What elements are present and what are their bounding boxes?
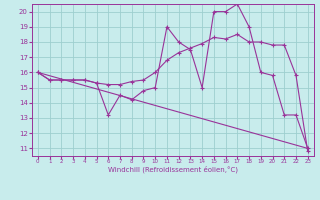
X-axis label: Windchill (Refroidissement éolien,°C): Windchill (Refroidissement éolien,°C) <box>108 166 238 173</box>
